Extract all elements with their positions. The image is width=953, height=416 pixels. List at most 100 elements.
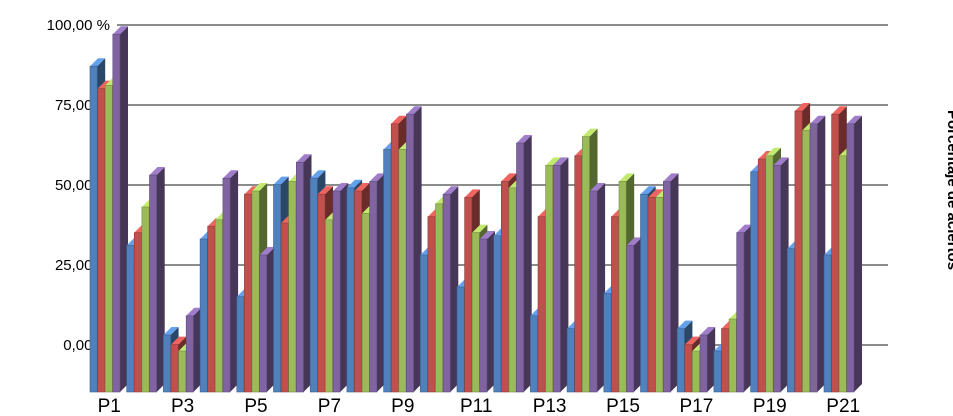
bar-top xyxy=(545,157,561,166)
bar-top xyxy=(222,170,239,179)
bar-front xyxy=(97,88,106,393)
bar-top xyxy=(700,327,716,335)
bar xyxy=(552,157,569,393)
bar-top xyxy=(640,186,656,195)
bar-front xyxy=(676,328,685,393)
bar xyxy=(295,154,312,393)
bar-front xyxy=(149,174,157,393)
bar-top xyxy=(663,173,679,182)
x-tick-label: P15 xyxy=(606,396,640,416)
x-tick-label: P13 xyxy=(533,396,567,416)
bar-front xyxy=(552,165,561,393)
x-tick-label: P9 xyxy=(391,396,414,416)
bar-side xyxy=(854,115,862,393)
bar-top xyxy=(794,103,811,111)
x-tick-labels: P1 P3 P5 P7 P9 P11 P13 P15 P17 P19 P21 xyxy=(98,396,861,416)
bar-top xyxy=(259,247,275,255)
bar xyxy=(516,135,532,393)
bar-front xyxy=(317,193,326,393)
bar-front xyxy=(398,149,407,393)
bar-side xyxy=(303,154,312,392)
bar-front xyxy=(809,123,818,393)
x-tick-label: P1 xyxy=(98,396,121,416)
bar-front xyxy=(530,315,538,393)
bar xyxy=(185,307,202,393)
bar-top xyxy=(626,237,642,246)
bar-front xyxy=(354,190,362,393)
bar-front xyxy=(112,33,121,393)
bar-top xyxy=(648,189,664,198)
bar-side xyxy=(193,307,202,392)
bar-front xyxy=(684,344,693,393)
bar-front xyxy=(662,181,671,393)
bar-front xyxy=(295,161,304,393)
bar-front xyxy=(207,225,216,393)
bar-top xyxy=(773,157,789,166)
bar-front xyxy=(736,232,745,393)
bar-side xyxy=(743,224,752,392)
bar-front xyxy=(369,181,378,393)
bar xyxy=(479,231,495,393)
bar-front xyxy=(361,213,370,393)
bar-front xyxy=(566,328,575,393)
bar-top xyxy=(684,336,700,345)
bar xyxy=(369,173,385,393)
bar xyxy=(406,106,422,393)
bar-front xyxy=(406,113,414,393)
bar-top xyxy=(406,106,422,115)
bar-front xyxy=(259,254,268,393)
bar xyxy=(149,167,165,393)
bar-top xyxy=(273,176,289,185)
y-tick-label: 100,00 % xyxy=(47,17,110,34)
bar-front xyxy=(750,171,759,393)
bar-top xyxy=(369,173,385,182)
bar-front xyxy=(236,296,245,393)
bar-top xyxy=(582,128,598,137)
bar xyxy=(442,186,459,393)
bar-front xyxy=(640,193,648,393)
bar xyxy=(809,115,826,393)
bar-side xyxy=(633,237,642,392)
bar-front xyxy=(794,110,803,393)
bar-top xyxy=(765,147,781,156)
bar-front xyxy=(603,293,612,393)
bar-front xyxy=(721,328,729,393)
bar-front xyxy=(757,158,766,393)
bar-side xyxy=(780,157,789,392)
bar-front xyxy=(537,216,546,393)
bar-front xyxy=(126,245,135,393)
bar-top xyxy=(310,170,326,179)
bar-front xyxy=(199,238,208,393)
bar-top xyxy=(479,231,495,239)
bar-front xyxy=(500,181,509,393)
bar-front xyxy=(251,190,260,393)
bar-front xyxy=(178,350,187,393)
bar-side xyxy=(523,135,532,392)
bar-top xyxy=(831,106,847,115)
bar-side xyxy=(670,173,679,392)
bar-front xyxy=(773,165,781,393)
bar-front xyxy=(728,318,737,393)
bar-top xyxy=(443,186,459,195)
bar-front xyxy=(185,315,194,393)
bar-front xyxy=(332,190,341,393)
bar xyxy=(846,115,862,393)
bar-top xyxy=(589,183,606,191)
bar-side xyxy=(707,327,716,392)
bar-top xyxy=(464,189,480,198)
bar-front xyxy=(141,206,150,393)
bar-front xyxy=(244,193,252,393)
bar-top xyxy=(317,186,333,195)
bar-top xyxy=(736,224,752,233)
bar-front xyxy=(611,216,619,393)
bar-front xyxy=(802,129,810,393)
bar-front xyxy=(442,193,451,393)
x-tick-label: P21 xyxy=(826,396,860,416)
bar-front xyxy=(626,245,635,393)
bars xyxy=(89,26,862,393)
bar-top xyxy=(354,183,370,191)
bar-front xyxy=(163,334,171,393)
bar-top xyxy=(296,154,312,163)
bar-front xyxy=(647,197,656,393)
